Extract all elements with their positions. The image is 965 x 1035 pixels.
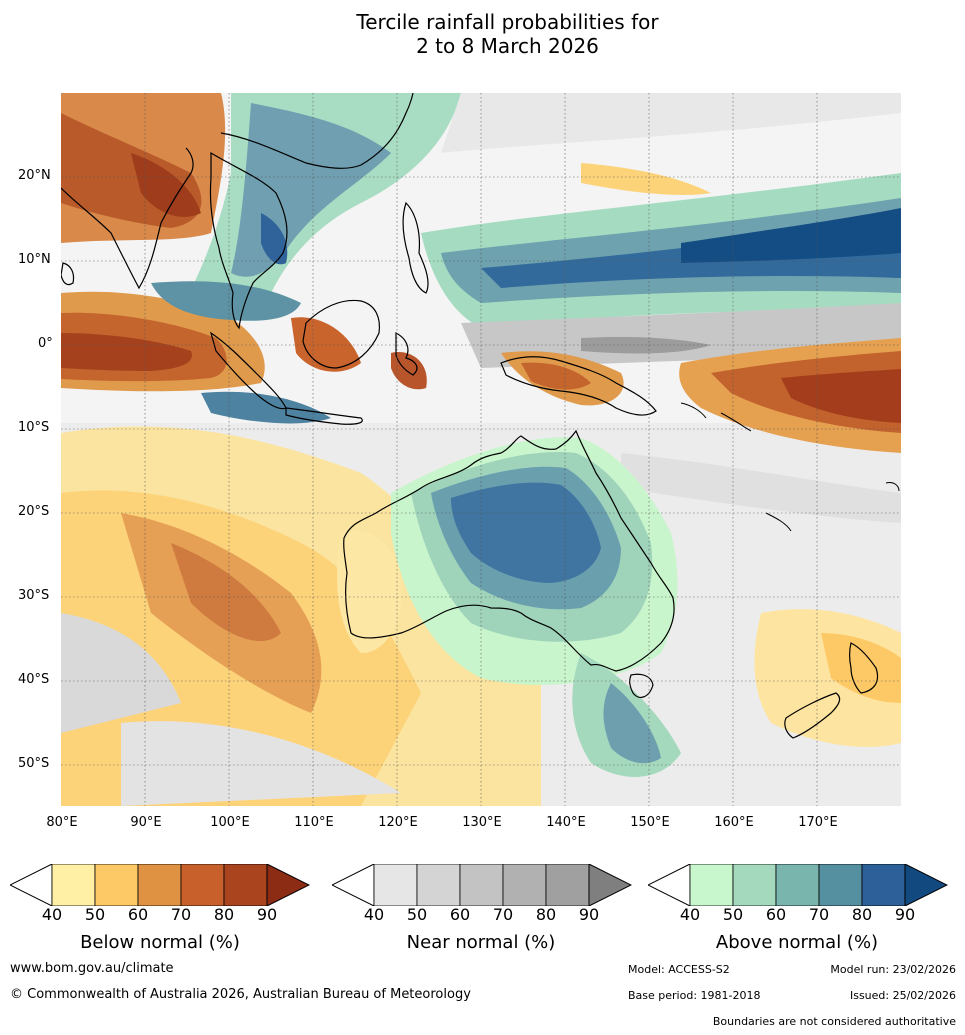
below-normal-label: Below normal (%)	[80, 932, 240, 953]
colorbar-extend-high	[904, 864, 948, 906]
colorbar-swatch	[689, 864, 734, 906]
colorbar-swatch	[137, 864, 182, 906]
lat-label-40s: 40°S	[18, 672, 50, 687]
model-run-text: Model run: 23/02/2026	[830, 963, 956, 976]
colorbar-near-normal-swatches	[332, 864, 632, 906]
colorbar-tick-label: 70	[808, 905, 830, 924]
disclaimer-text: Boundaries are not considered authoritat…	[712, 1015, 956, 1028]
colorbar-extend-low	[10, 864, 53, 906]
colorbar-tick-label: 50	[406, 905, 428, 924]
lat-label-30s: 30°S	[18, 588, 50, 603]
lat-label-20n: 20°N	[18, 168, 51, 183]
lat-label-50s: 50°S	[18, 756, 50, 771]
colorbar-swatch	[459, 864, 504, 906]
map-title: Tercile rainfall probabilities for 2 to …	[0, 10, 965, 58]
colorbar-swatch	[373, 864, 418, 906]
map-canvas	[61, 93, 901, 806]
colorbar-extend-high	[588, 864, 632, 906]
colorbar-extend-low	[648, 864, 691, 906]
lon-label-170e: 170°E	[798, 815, 838, 830]
above-normal-label: Above normal (%)	[715, 932, 879, 953]
lon-label-160e: 160°E	[714, 815, 754, 830]
colorbar-swatch	[818, 864, 863, 906]
colorbar-tick-label: 80	[213, 905, 235, 924]
colorbar-tick-label: 40	[679, 905, 701, 924]
model-text: Model: ACCESS-S2	[628, 963, 730, 976]
colorbar-swatch	[732, 864, 777, 906]
colorbar-tick-label: 80	[851, 905, 873, 924]
base-period-text: Base period: 1981-2018	[628, 989, 761, 1002]
colorbar-swatch	[502, 864, 547, 906]
lon-label-80e: 80°E	[46, 815, 78, 830]
colorbar-swatch	[94, 864, 139, 906]
colorbar-extend-low	[332, 864, 375, 906]
colorbar-swatch	[51, 864, 96, 906]
colorbar-tick-label: 70	[170, 905, 192, 924]
title-line-2: 2 to 8 March 2026	[416, 34, 599, 58]
lon-label-110e: 110°E	[294, 815, 334, 830]
issued-text: Issued: 25/02/2026	[849, 989, 956, 1002]
near-normal-label: Near normal (%)	[406, 932, 556, 953]
rainfall-probability-map	[61, 93, 901, 806]
lon-label-140e: 140°E	[546, 815, 586, 830]
colorbar-near-normal	[332, 864, 632, 906]
lon-label-130e: 130°E	[462, 815, 502, 830]
lat-label-10s: 10°S	[18, 420, 50, 435]
colorbar-tick-label: 40	[363, 905, 385, 924]
website-link[interactable]: www.bom.gov.au/climate	[10, 961, 174, 976]
lon-label-100e: 100°E	[210, 815, 250, 830]
colorbar-above-normal	[648, 864, 948, 906]
colorbar-tick-label: 60	[127, 905, 149, 924]
colorbar-tick-label: 90	[256, 905, 278, 924]
lat-label-0: 0°	[38, 336, 53, 351]
lon-label-90e: 90°E	[130, 815, 162, 830]
colorbar-tick-label: 50	[722, 905, 744, 924]
colorbar-swatch	[545, 864, 590, 906]
lon-label-120e: 120°E	[378, 815, 418, 830]
lat-label-20s: 20°S	[18, 504, 50, 519]
colorbar-tick-label: 50	[84, 905, 106, 924]
colorbar-swatch	[416, 864, 461, 906]
colorbar-tick-label: 70	[492, 905, 514, 924]
colorbar-below-normal	[10, 864, 310, 906]
colorbar-swatch	[180, 864, 225, 906]
copyright-text: © Commonwealth of Australia 2026, Austra…	[10, 987, 471, 1002]
colorbar-tick-label: 80	[535, 905, 557, 924]
colorbar-tick-label: 60	[449, 905, 471, 924]
colorbar-swatch	[861, 864, 906, 906]
lat-label-10n: 10°N	[18, 252, 51, 267]
lon-label-150e: 150°E	[630, 815, 670, 830]
colorbar-above-normal-swatches	[648, 864, 948, 906]
colorbar-tick-label: 40	[41, 905, 63, 924]
colorbar-tick-label: 90	[578, 905, 600, 924]
colorbar-swatch	[775, 864, 820, 906]
colorbar-extend-high	[266, 864, 310, 906]
colorbar-tick-label: 60	[765, 905, 787, 924]
colorbar-tick-label: 90	[894, 905, 916, 924]
title-line-1: Tercile rainfall probabilities for	[356, 10, 659, 34]
colorbar-swatch	[223, 864, 268, 906]
colorbar-below-normal-swatches	[10, 864, 310, 906]
